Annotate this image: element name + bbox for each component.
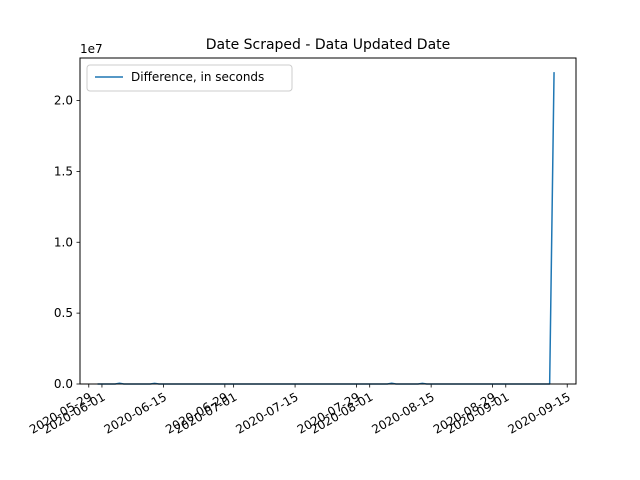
x-tick-label: 2020-06-15: [102, 390, 169, 437]
legend-box: [86, 64, 293, 92]
y-tick-label: 1.5: [54, 164, 73, 178]
series-line: [97, 72, 555, 385]
y-tick-label: 0.5: [54, 306, 73, 320]
x-tick-label: 2020-08-15: [369, 390, 436, 437]
x-tick-label: 2020-07-15: [233, 390, 300, 437]
chart-title: Date Scraped - Data Updated Date: [206, 37, 451, 53]
legend-entry-label: Difference, in seconds: [131, 70, 264, 84]
legend: Difference, in seconds: [86, 64, 293, 92]
plot-frame: [79, 57, 577, 385]
y-tick-label: 0.0: [54, 377, 73, 391]
x-tick-label: 2020-09-15: [506, 390, 573, 437]
y-offset-label: 1e7: [80, 42, 103, 56]
y-tick-label: 2.0: [54, 94, 73, 108]
y-tick-label: 1.0: [54, 235, 73, 249]
